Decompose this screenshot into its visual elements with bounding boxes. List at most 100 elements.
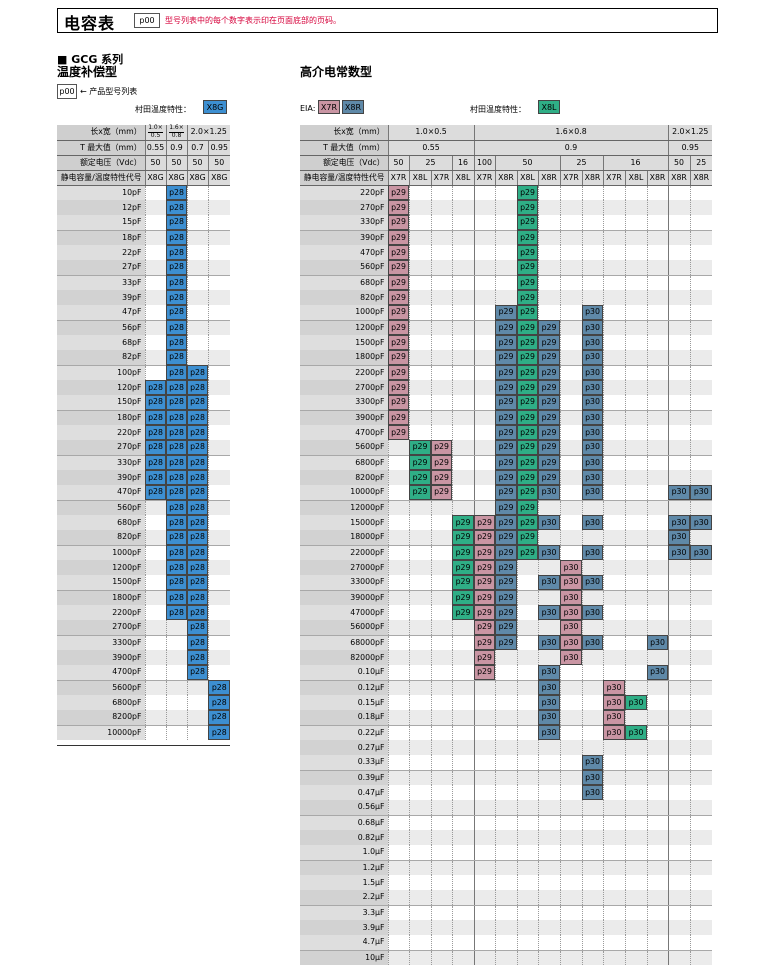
page-ref-cell[interactable]: p30 <box>646 665 668 681</box>
page-ref-cell[interactable]: p29 <box>387 320 409 335</box>
page-ref-cell[interactable]: p28 <box>165 365 187 380</box>
page-ref-cell[interactable]: p28 <box>165 335 187 350</box>
page-ref-cell[interactable]: p28 <box>165 230 187 245</box>
page-ref-cell[interactable]: p30 <box>602 710 625 726</box>
page-ref-cell[interactable]: p29 <box>516 275 538 290</box>
page-ref-cell[interactable]: p28 <box>186 590 208 605</box>
page-ref-cell[interactable]: p29 <box>387 305 409 321</box>
page-ref-cell[interactable]: p29 <box>494 440 517 456</box>
page-ref-cell[interactable]: p28 <box>165 500 187 515</box>
page-ref-cell[interactable]: p29 <box>494 425 517 440</box>
page-ref-cell[interactable]: p30 <box>581 320 603 335</box>
page-ref-cell[interactable]: p30 <box>581 440 603 456</box>
page-ref-cell[interactable]: p28 <box>186 545 208 560</box>
page-ref-cell[interactable]: p28 <box>186 425 208 440</box>
page-ref-cell[interactable]: p29 <box>494 515 517 530</box>
page-ref-cell[interactable]: p29 <box>494 560 517 575</box>
page-ref-cell[interactable]: p29 <box>516 200 538 215</box>
page-ref-cell[interactable]: p30 <box>537 635 560 650</box>
page-ref-cell[interactable]: p29 <box>516 425 538 440</box>
page-ref-cell[interactable]: p28 <box>144 485 166 501</box>
page-ref-cell[interactable]: p30 <box>537 695 560 710</box>
page-ref-cell[interactable]: p29 <box>494 365 517 380</box>
page-ref-cell[interactable]: p29 <box>473 665 495 681</box>
page-ref-cell[interactable]: p28 <box>186 485 208 501</box>
page-ref-cell[interactable]: p30 <box>537 515 560 530</box>
page-ref-cell[interactable]: p29 <box>494 410 517 425</box>
page-ref-cell[interactable]: p28 <box>186 410 208 425</box>
page-ref-cell[interactable]: p30 <box>581 350 603 366</box>
page-ref-cell[interactable]: p29 <box>537 440 560 456</box>
page-ref-cell[interactable]: p29 <box>387 230 409 245</box>
page-ref-cell[interactable]: p29 <box>537 470 560 485</box>
page-ref-cell[interactable]: p30 <box>581 545 603 560</box>
page-ref-cell[interactable]: p29 <box>494 350 517 366</box>
page-ref-cell[interactable]: p28 <box>186 470 208 485</box>
page-ref-cell[interactable]: p28 <box>165 485 187 501</box>
page-ref-cell[interactable]: p28 <box>186 560 208 575</box>
page-ref-cell[interactable]: p29 <box>451 530 474 546</box>
page-ref-cell[interactable]: p28 <box>144 395 166 411</box>
page-ref-cell[interactable]: p28 <box>186 530 208 546</box>
page-ref-cell[interactable]: p30 <box>559 635 582 650</box>
page-ref-cell[interactable]: p28 <box>186 635 208 650</box>
page-ref-cell[interactable]: p30 <box>646 635 668 650</box>
page-ref-cell[interactable]: p28 <box>186 575 208 591</box>
page-ref-cell[interactable]: p30 <box>581 785 603 800</box>
page-ref-cell[interactable]: p28 <box>165 395 187 411</box>
page-ref-cell[interactable]: p29 <box>473 620 495 636</box>
page-ref-cell[interactable]: p30 <box>581 605 603 620</box>
page-ref-cell[interactable]: p29 <box>516 440 538 456</box>
page-ref-cell[interactable]: p29 <box>537 365 560 380</box>
page-ref-cell[interactable]: p29 <box>494 305 517 321</box>
page-ref-cell[interactable]: p28 <box>165 350 187 366</box>
page-ref-cell[interactable]: p29 <box>537 410 560 425</box>
page-ref-cell[interactable]: p30 <box>667 485 690 501</box>
page-ref-cell[interactable]: p28 <box>165 215 187 231</box>
page-ref-cell[interactable]: p28 <box>186 605 208 620</box>
page-ref-cell[interactable]: p28 <box>207 725 230 740</box>
page-ref-cell[interactable]: p29 <box>516 260 538 276</box>
page-ref-cell[interactable]: p29 <box>494 635 517 650</box>
page-ref-cell[interactable]: p28 <box>165 515 187 530</box>
page-ref-cell[interactable]: p30 <box>581 515 603 530</box>
page-ref-cell[interactable]: p29 <box>494 470 517 485</box>
page-ref-cell[interactable]: p29 <box>516 455 538 470</box>
page-ref-cell[interactable]: p29 <box>516 230 538 245</box>
page-ref-cell[interactable]: p29 <box>516 185 538 200</box>
page-ref-cell[interactable]: p30 <box>559 575 582 591</box>
page-ref-cell[interactable]: p28 <box>186 620 208 636</box>
page-ref-cell[interactable]: p30 <box>581 455 603 470</box>
page-ref-cell[interactable]: p29 <box>408 440 431 456</box>
page-ref-cell[interactable]: p28 <box>165 470 187 485</box>
page-ref-cell[interactable]: p30 <box>581 470 603 485</box>
page-ref-cell[interactable]: p30 <box>581 425 603 440</box>
page-ref-cell[interactable]: p29 <box>494 530 517 546</box>
page-ref-cell[interactable]: p29 <box>451 605 474 620</box>
page-ref-cell[interactable]: p28 <box>165 590 187 605</box>
page-ref-cell[interactable]: p28 <box>144 470 166 485</box>
page-ref-cell[interactable]: p28 <box>165 380 187 395</box>
page-ref-cell[interactable]: p29 <box>516 365 538 380</box>
page-ref-cell[interactable]: p29 <box>430 485 452 501</box>
page-ref-cell[interactable]: p30 <box>581 335 603 350</box>
page-ref-cell[interactable]: p29 <box>494 455 517 470</box>
page-ref-cell[interactable]: p30 <box>537 605 560 620</box>
page-ref-cell[interactable]: p29 <box>473 650 495 665</box>
page-ref-cell[interactable]: p30 <box>537 545 560 560</box>
page-ref-cell[interactable]: p28 <box>165 260 187 276</box>
page-ref-cell[interactable]: p29 <box>473 590 495 605</box>
page-ref-cell[interactable]: p30 <box>537 725 560 740</box>
page-ref-cell[interactable]: p30 <box>537 485 560 501</box>
page-ref-cell[interactable]: p29 <box>537 380 560 395</box>
page-ref-cell[interactable]: p29 <box>516 485 538 501</box>
page-ref-cell[interactable]: p29 <box>494 500 517 515</box>
page-ref-cell[interactable]: p29 <box>537 350 560 366</box>
page-ref-cell[interactable]: p30 <box>581 770 603 785</box>
page-ref-cell[interactable]: p30 <box>581 365 603 380</box>
page-ref-cell[interactable]: p28 <box>144 455 166 470</box>
page-ref-cell[interactable]: p28 <box>165 185 187 200</box>
page-ref-cell[interactable]: p29 <box>494 575 517 591</box>
page-ref-cell[interactable]: p29 <box>408 470 431 485</box>
page-ref-cell[interactable]: p29 <box>387 275 409 290</box>
